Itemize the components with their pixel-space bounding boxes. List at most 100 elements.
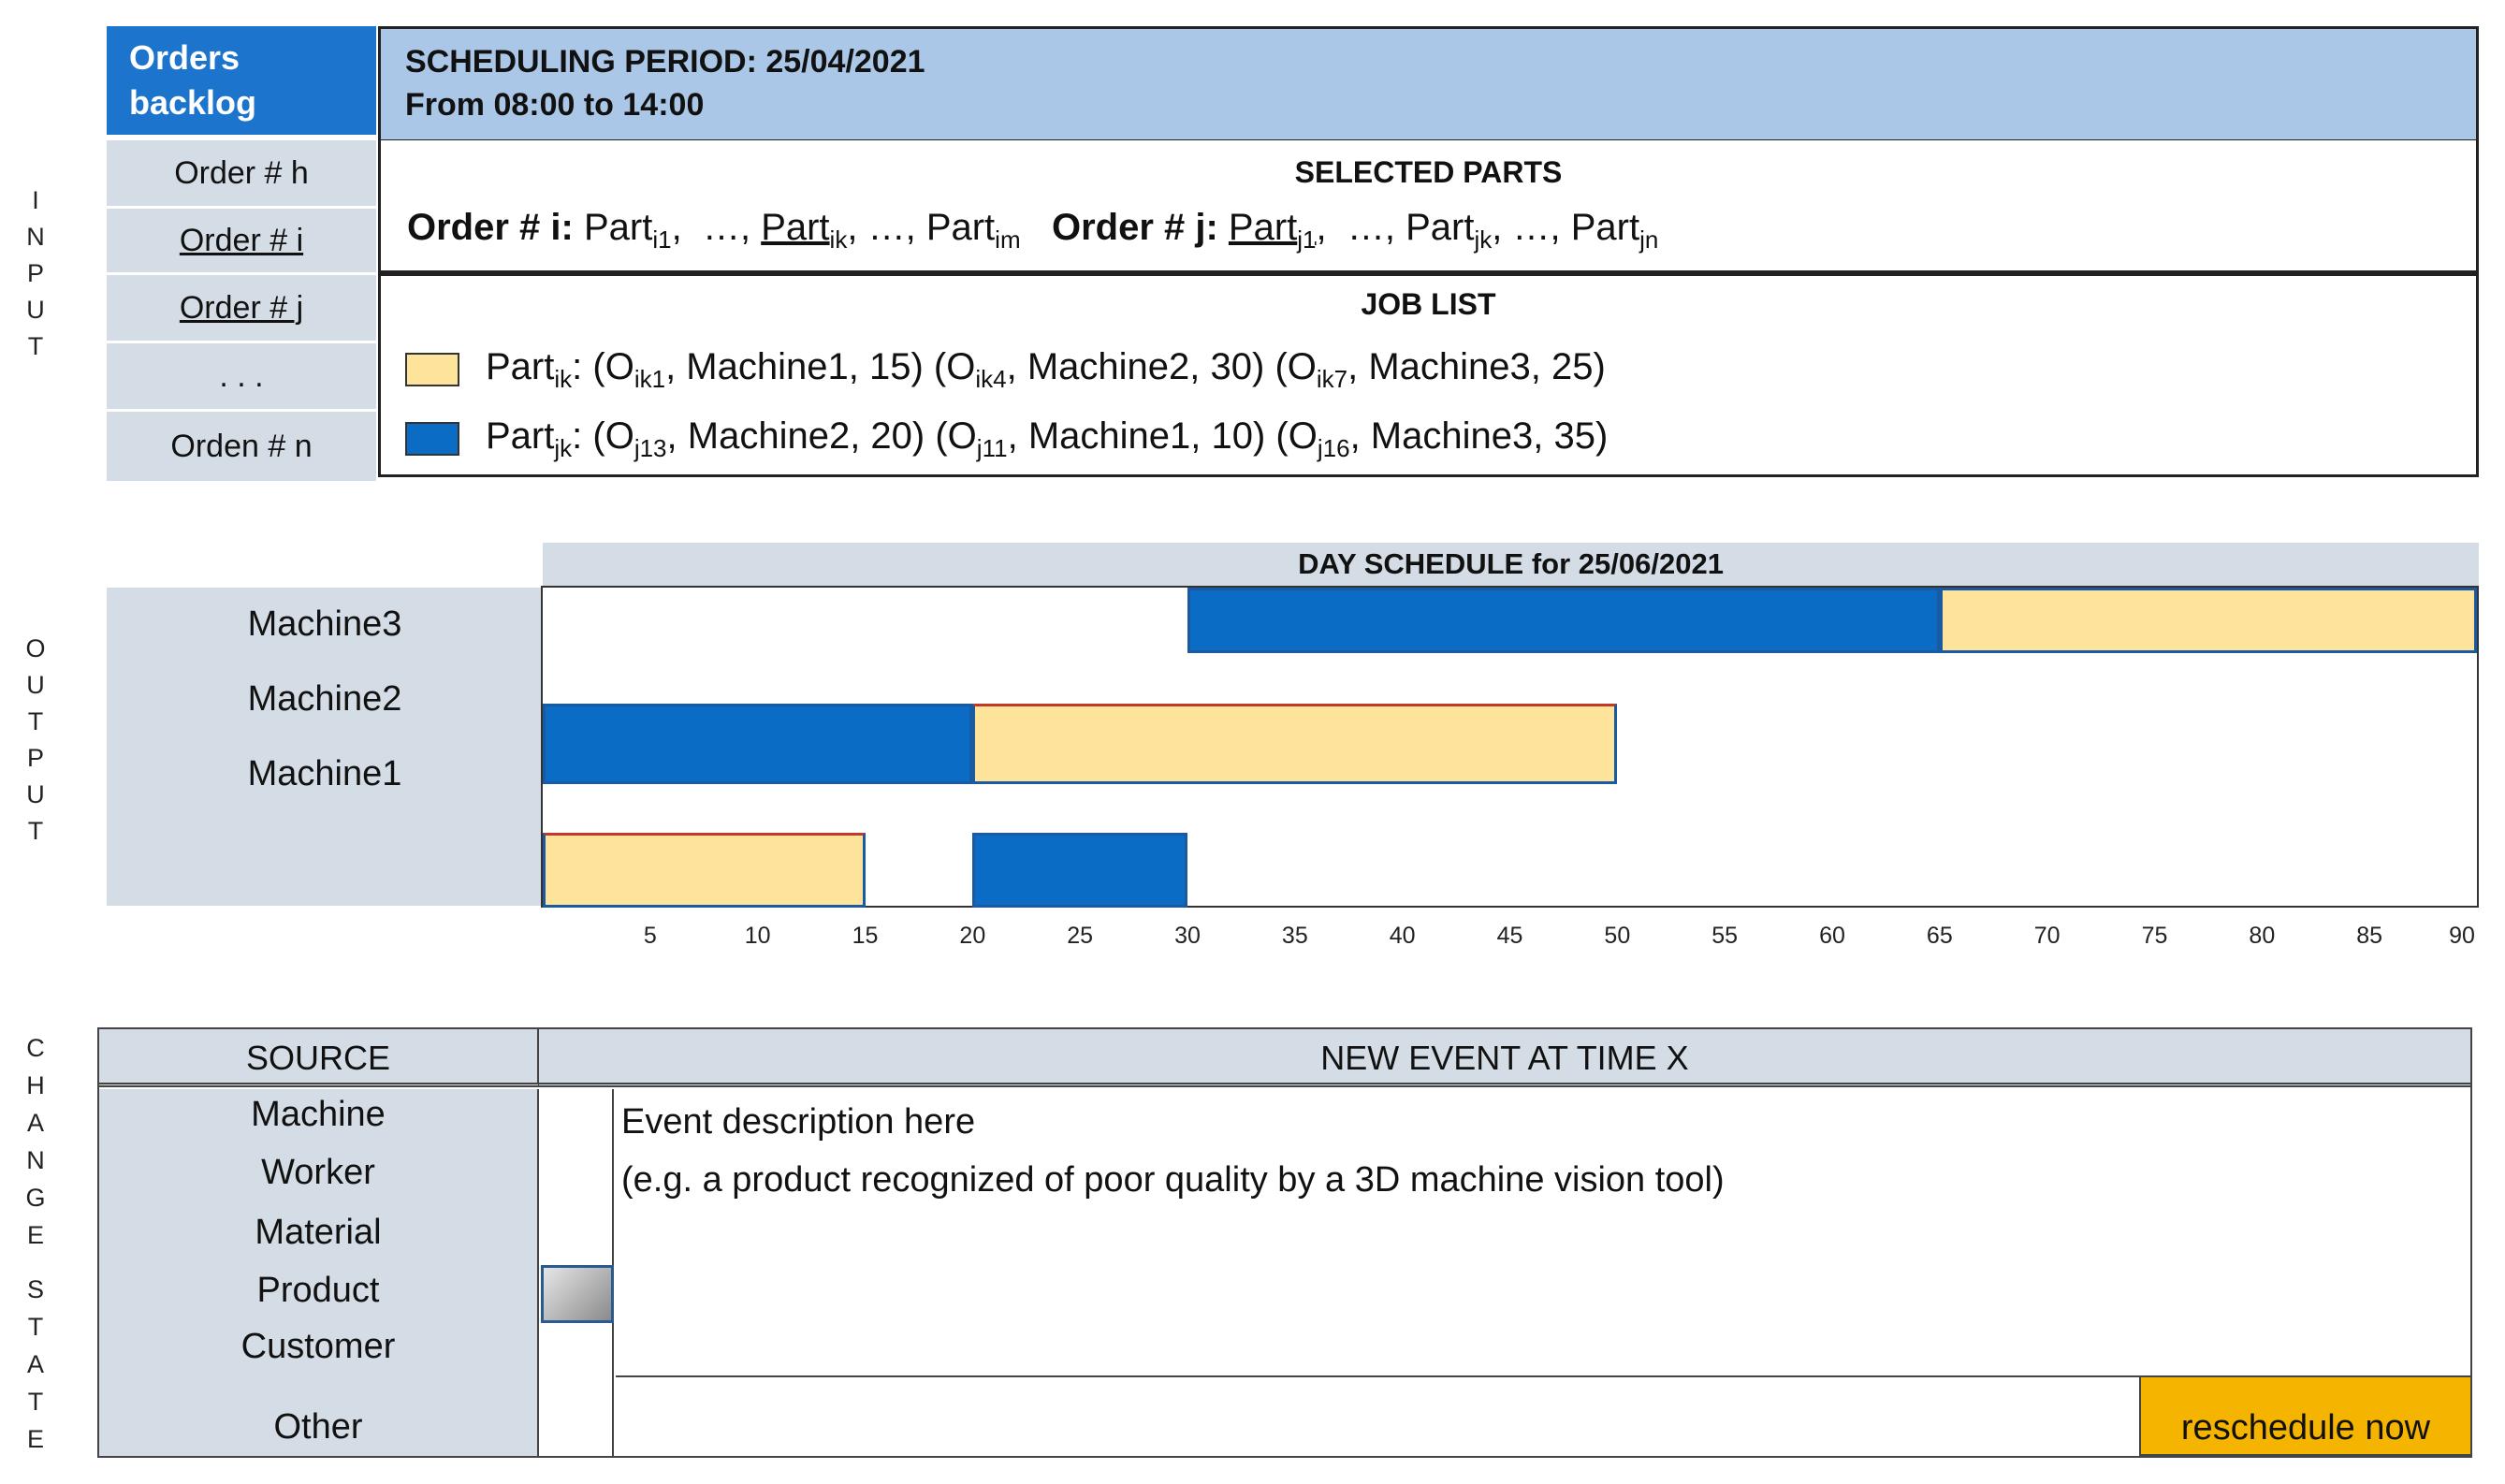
x-tick-label: 20	[959, 923, 986, 949]
x-tick-label: 55	[1711, 923, 1739, 949]
side-letter: A	[26, 1109, 44, 1137]
job-operation: (Oik1, Machine1, 15)	[592, 345, 934, 393]
side-letter: E	[26, 1425, 44, 1453]
scheduling-period-date: SCHEDULING PERIOD: 25/04/2021	[405, 44, 925, 80]
machine-label: Machine1	[247, 754, 402, 793]
side-letter: T	[27, 332, 44, 360]
job-operation: (Oj16, Machine3, 35)	[1275, 415, 1619, 462]
part-im: Partim	[925, 207, 1021, 254]
job-part: Partjk:	[486, 415, 593, 462]
order-item[interactable]: Order # i	[107, 209, 376, 272]
side-letter: U	[26, 671, 45, 699]
order-label: Order # i	[179, 222, 304, 258]
x-tick-label: 30	[1174, 923, 1201, 949]
x-tick-label: 90	[2449, 923, 2475, 949]
order-item[interactable]: Order # j	[107, 275, 376, 341]
event-description-area[interactable]: Event description here (e.g. a product r…	[616, 1089, 2470, 1375]
source-list: Machine Worker Material Product Customer Othe…	[99, 1089, 539, 1456]
x-tick-label: 15	[852, 923, 879, 949]
part-ik[interactable]: Partik	[761, 207, 848, 254]
part-jk: Partjk	[1405, 207, 1493, 254]
side-letter: S	[26, 1275, 44, 1303]
source-selector-button[interactable]	[541, 1265, 614, 1323]
order-label: Orden # n	[170, 428, 313, 464]
source-item[interactable]: Material	[255, 1213, 382, 1252]
source-item[interactable]: Worker	[261, 1153, 375, 1192]
x-tick-label: 80	[2249, 923, 2276, 949]
part-j1[interactable]: Partj1	[1228, 207, 1317, 254]
event-column-header: NEW EVENT AT TIME X	[539, 1029, 2470, 1087]
part-jn: Partjn	[1570, 207, 1659, 254]
side-letter: H	[26, 1071, 45, 1099]
reschedule-now-label: reschedule now	[2180, 1408, 2431, 1448]
x-tick-label: 60	[1819, 923, 1845, 949]
selected-parts-panel: SELECTED PARTS Order # i: Parti1, …, Par…	[378, 140, 2479, 273]
side-letter: U	[26, 780, 45, 808]
order-item: Orden # n	[107, 412, 376, 481]
source-item[interactable]: Product	[256, 1271, 380, 1310]
side-letter: N	[26, 1146, 45, 1174]
x-tick-label: 25	[1067, 923, 1094, 949]
side-letter: N	[26, 223, 45, 251]
x-tick-label: 45	[1496, 923, 1523, 949]
parts-ellipsis: …,	[1512, 207, 1561, 248]
gantt-bar-machine3	[1939, 588, 2477, 653]
side-letter: P	[26, 259, 44, 287]
job-operation: (Oj11, Machine1, 10)	[935, 415, 1276, 462]
machine-label: Machine3	[247, 604, 402, 644]
scheduling-period-time: From 08:00 to 14:00	[405, 87, 705, 123]
source-header-label: SOURCE	[245, 1039, 391, 1077]
source-column-header: SOURCE	[99, 1029, 539, 1087]
job-row: Partik: (Oik1, Machine1, 15) (Oik4, Mach…	[405, 335, 2476, 404]
job-list-panel: JOB LIST Partik: (Oik1, Machine1, 15) (O…	[378, 273, 2479, 477]
side-letter: I	[32, 186, 39, 214]
source-item[interactable]: Machine	[251, 1095, 386, 1134]
orders-backlog-title: Orders backlog	[129, 38, 257, 122]
day-schedule-title: DAY SCHEDULE for 25/06/2021	[1298, 547, 1724, 580]
order-label: . . .	[219, 357, 264, 394]
order-label: Order # j	[179, 289, 304, 326]
job-list-rows: Partik: (Oik1, Machine1, 15) (Oik4, Mach…	[405, 335, 2476, 473]
order-j-label: Order # j:	[1051, 207, 1218, 248]
parts-ellipsis: …,	[1347, 207, 1395, 248]
orders-backlog-list: Order # h Order # i Order # j . . . Orden # …	[107, 140, 376, 481]
side-letter: U	[26, 296, 45, 324]
job-color-swatch	[405, 422, 459, 456]
source-item[interactable]: Customer	[240, 1327, 396, 1366]
orders-backlog-header: Orders backlog	[107, 26, 376, 135]
gantt-bar-machine1	[972, 833, 1187, 908]
event-description-line2: (e.g. a product recognized of poor quali…	[621, 1160, 1725, 1200]
source-item[interactable]: Other	[273, 1407, 363, 1447]
x-tick-label: 50	[1604, 923, 1631, 949]
gantt-bar-machine2	[972, 704, 1618, 784]
job-color-swatch	[405, 353, 459, 386]
gantt-bar-machine1	[543, 833, 866, 908]
job-row: Partjk: (Oj13, Machine2, 20) (Oj11, Mach…	[405, 404, 2476, 473]
side-letter: T	[27, 1388, 44, 1416]
reschedule-now-button[interactable]: reschedule now	[2139, 1375, 2472, 1456]
parts-ellipsis: …,	[867, 207, 916, 248]
event-input-field[interactable]	[616, 1375, 2139, 1456]
side-letter: P	[26, 744, 44, 772]
gantt-x-axis: 5 10 15 20 25 30 35 40 45 50 55 60 65 70 75 80 85 90	[543, 923, 2479, 960]
gantt-bar-machine2	[543, 704, 973, 784]
gantt-plot-area	[541, 586, 2479, 908]
event-header-label: NEW EVENT AT TIME X	[1320, 1039, 1689, 1077]
x-tick-label: 65	[1926, 923, 1953, 949]
job-operation: (Oj13, Machine2, 20)	[592, 415, 936, 462]
x-tick-label: 85	[2356, 923, 2383, 949]
x-tick-label: 35	[1281, 923, 1308, 949]
order-item: . . .	[107, 343, 376, 409]
side-letter: A	[26, 1350, 44, 1378]
part-i1: Parti1,	[583, 207, 682, 254]
x-tick-label: 75	[2141, 923, 2168, 949]
event-description-line1: Event description here	[621, 1102, 976, 1142]
selected-parts-title: SELECTED PARTS	[1294, 155, 1563, 189]
job-part: Partik:	[486, 345, 593, 393]
gantt-bar-machine3	[1187, 588, 1940, 653]
side-letter: O	[25, 634, 46, 662]
parts-ellipsis: …,	[702, 207, 751, 248]
selected-parts-line: Order # i: Parti1, …, Partik, …, Partim …	[407, 207, 1659, 254]
order-label: Order # h	[174, 154, 309, 191]
